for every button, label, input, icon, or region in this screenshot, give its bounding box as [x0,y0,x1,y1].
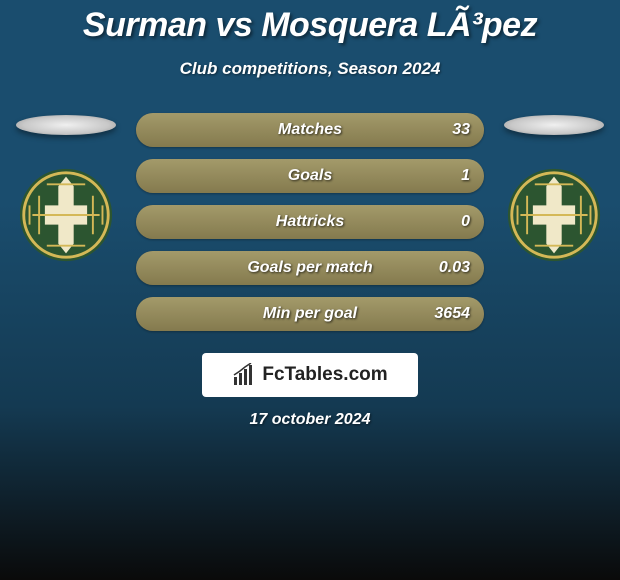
stat-label: Matches [278,121,342,139]
stat-value-right: 0 [461,213,470,231]
stat-row: Hattricks 0 [136,205,484,239]
stat-row: Matches 33 [136,113,484,147]
stat-row: Goals per match 0.03 [136,251,484,285]
footer-date: 17 october 2024 [0,411,620,429]
page-subtitle: Club competitions, Season 2024 [0,59,620,79]
player-left [16,115,116,263]
stat-row: Goals 1 [136,159,484,193]
player-left-team-logo [18,167,114,263]
stat-value-right: 0.03 [439,259,470,277]
comparison-area: Matches 33 Goals 1 Hattricks 0 Goals per match… [0,115,620,331]
player-right-team-logo [506,167,602,263]
player-right-avatar [504,115,604,135]
stat-value-right: 3654 [434,305,470,323]
page-title: Surman vs Mosquera LÃ³pez [0,0,620,45]
site-logo: FcTables.com [202,353,418,397]
site-name: FcTables.com [262,364,387,386]
player-right [504,115,604,263]
stat-label: Hattricks [276,213,344,231]
stat-label: Goals per match [247,259,372,277]
stat-value-right: 33 [452,121,470,139]
stat-label: Min per goal [263,305,357,323]
stat-row: Min per goal 3654 [136,297,484,331]
player-left-avatar [16,115,116,135]
stats-rows: Matches 33 Goals 1 Hattricks 0 Goals per match… [136,113,484,331]
chart-icon [232,363,256,387]
stat-label: Goals [288,167,332,185]
stat-value-right: 1 [461,167,470,185]
